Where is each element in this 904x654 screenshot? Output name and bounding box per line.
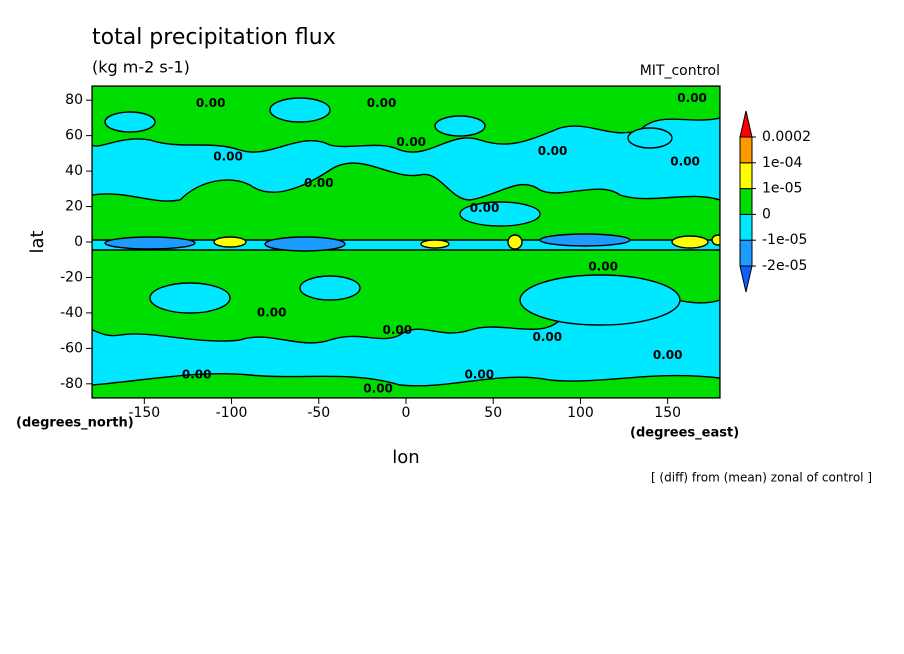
region-cyan bbox=[104, 111, 156, 133]
contour-label: 0.00 bbox=[532, 330, 562, 344]
contour-label: 0.00 bbox=[588, 259, 618, 273]
region-cyan bbox=[519, 274, 681, 326]
field: 0.00 0.00 0.00 0.00 0.00 0.00 0.00 0.00 0.00 0.00… bbox=[92, 86, 720, 398]
y-tick-label: -80 bbox=[60, 376, 83, 392]
y-tick-label: -40 bbox=[60, 305, 83, 321]
colorbar-label: 1e-05 bbox=[762, 181, 802, 197]
colorbar-label: -2e-05 bbox=[762, 258, 807, 274]
region-green bbox=[92, 372, 720, 398]
x-tick-label: 0 bbox=[402, 405, 411, 421]
y-tick-label: 20 bbox=[65, 199, 83, 215]
region-yellow bbox=[420, 239, 450, 249]
contour-label: 0.00 bbox=[363, 382, 393, 396]
contour-label: 0.00 bbox=[470, 201, 500, 215]
region-cyan bbox=[149, 282, 231, 314]
region-yellow bbox=[213, 236, 247, 248]
region-green bbox=[92, 86, 720, 153]
contour-label: 0.00 bbox=[396, 135, 426, 149]
colorbar-bin bbox=[739, 188, 753, 215]
y-tick-label: 0 bbox=[74, 234, 83, 250]
region-yellow bbox=[507, 234, 523, 250]
x-tick-label: 150 bbox=[654, 405, 681, 421]
region-green bbox=[92, 162, 720, 241]
y-axis-label: lat bbox=[27, 230, 48, 253]
region-cyan bbox=[627, 127, 673, 149]
region-cyan bbox=[434, 115, 486, 137]
colorbar-label: 0.0002 bbox=[762, 129, 811, 145]
x-tick-label: 50 bbox=[484, 405, 502, 421]
x-tick-label: -150 bbox=[128, 405, 160, 421]
y-tick-label: -20 bbox=[60, 269, 83, 285]
colorbar-label: 1e-04 bbox=[762, 155, 802, 171]
contour-label: 0.00 bbox=[182, 367, 212, 381]
contour-label: 0.00 bbox=[257, 305, 287, 319]
x-tick-label: -100 bbox=[216, 405, 248, 421]
chart-subtitle: (kg m-2 s-1) bbox=[92, 58, 190, 77]
contour-label: 0.00 bbox=[464, 367, 494, 381]
y-tick-label: -60 bbox=[60, 340, 83, 356]
colorbar-bin bbox=[739, 162, 753, 190]
region-yellow bbox=[671, 235, 709, 249]
dataset-label: MIT_control bbox=[640, 63, 720, 79]
chart-title: total precipitation flux bbox=[92, 25, 336, 50]
colorbar-bin bbox=[739, 213, 753, 241]
footnote: [ (diff) from (mean) zonal of control ] bbox=[651, 471, 872, 485]
contour-label: 0.00 bbox=[538, 144, 568, 158]
y-tick-label: 80 bbox=[65, 92, 83, 108]
region-cyan bbox=[269, 97, 331, 123]
contour-label: 0.00 bbox=[382, 323, 412, 337]
x-axis-label: lon bbox=[392, 447, 419, 468]
contour-label: 0.00 bbox=[304, 176, 334, 190]
contour-label: 0.00 bbox=[670, 155, 700, 169]
x-tick-label: 100 bbox=[567, 405, 594, 421]
contour-label: 0.00 bbox=[653, 348, 683, 362]
region-blue bbox=[104, 236, 196, 250]
region-cyan bbox=[459, 201, 541, 227]
region-cyan bbox=[299, 275, 361, 301]
contour-label: 0.00 bbox=[196, 96, 226, 110]
region-blue bbox=[539, 233, 631, 247]
y-tick-label: 40 bbox=[65, 163, 83, 179]
y-units: (degrees_north) bbox=[16, 416, 134, 431]
x-tick-label: -50 bbox=[307, 405, 330, 421]
region-yellow bbox=[711, 234, 720, 246]
colorbar-end bbox=[739, 110, 753, 138]
colorbar-label: 0 bbox=[762, 206, 771, 222]
colorbar-bin bbox=[739, 239, 753, 267]
contour-label: 0.00 bbox=[367, 96, 397, 110]
colorbar-end bbox=[739, 265, 753, 293]
x-units: (degrees_east) bbox=[630, 426, 739, 441]
colorbar-label: -1e-05 bbox=[762, 232, 807, 248]
contour-label: 0.00 bbox=[677, 91, 707, 105]
y-tick-label: 60 bbox=[65, 128, 83, 144]
contour-label: 0.00 bbox=[213, 149, 243, 163]
colorbar-bin bbox=[739, 136, 753, 164]
region-blue bbox=[264, 236, 346, 252]
